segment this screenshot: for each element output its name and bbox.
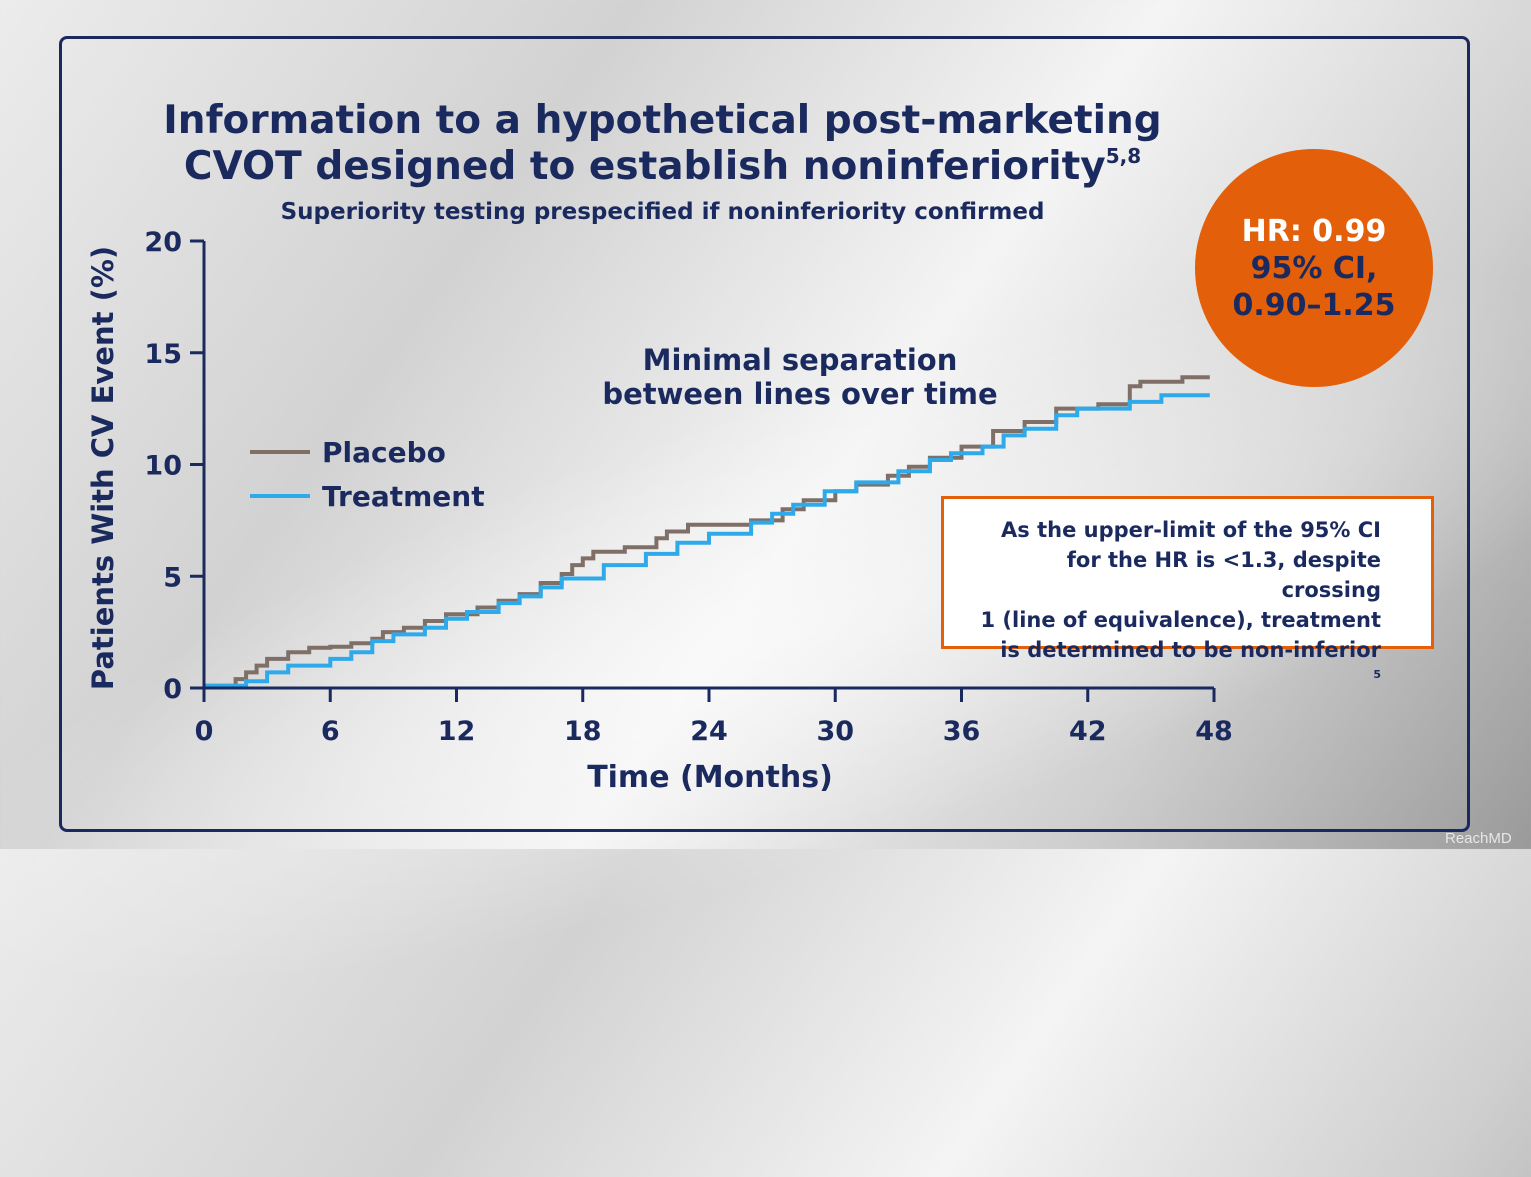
legend-item-treatment: Treatment: [250, 474, 485, 518]
legend-label-placebo: Placebo: [322, 435, 446, 469]
annotation-line-2: between lines over time: [602, 377, 998, 411]
note-line-2: for the HR is <1.3, despite crossing: [1066, 548, 1381, 602]
slide-title: Information to a hypothetical post-marke…: [150, 98, 1175, 190]
hr-ci-range: 0.90–1.25: [1232, 287, 1396, 323]
watermark-logo: ReachMD: [1445, 830, 1512, 847]
note-line-1: As the upper-limit of the 95% CI: [1001, 518, 1381, 542]
x-tick-label: 30: [816, 716, 854, 747]
km-curve-chart: 0 5 10 15 20 0 6 12 18 24 30 36 42 48: [144, 227, 1233, 747]
legend-item-placebo: Placebo: [250, 430, 485, 474]
legend-swatch-treatment: [250, 494, 310, 498]
title-reference-superscript: 5,8: [1105, 144, 1142, 168]
chart-legend: Placebo Treatment: [250, 430, 485, 518]
y-tick-label: 10: [144, 451, 182, 482]
x-tick-label: 24: [690, 716, 728, 747]
slide-subtitle: Superiority testing prespecified if noni…: [280, 199, 1045, 225]
x-tick-label: 36: [943, 716, 981, 747]
x-tick-label: 0: [195, 716, 214, 747]
x-axis-label: Time (Months): [587, 760, 833, 795]
series-line-placebo: [204, 375, 1210, 688]
hazard-ratio-badge: HR: 0.99 95% CI, 0.90–1.25: [1195, 149, 1433, 387]
legend-swatch-placebo: [250, 450, 310, 454]
separation-annotation: Minimal separation between lines over ti…: [560, 343, 1040, 411]
y-tick-label: 20: [144, 227, 182, 258]
annotation-line-1: Minimal separation: [642, 343, 958, 377]
note-line-4: is determined to be non-inferior 5: [964, 635, 1381, 695]
x-tick-label: 6: [321, 716, 340, 747]
hr-ci-label: 95% CI,: [1250, 250, 1378, 286]
title-line-1: Information to a hypothetical post-marke…: [163, 98, 1162, 143]
note-line-4-text: is determined to be non-inferior: [1000, 638, 1381, 662]
x-tick-label: 12: [438, 716, 476, 747]
x-tick-label: 18: [564, 716, 602, 747]
y-tick-label: 0: [163, 674, 182, 705]
x-tick-label: 42: [1069, 716, 1107, 747]
hr-value: HR: 0.99: [1241, 213, 1387, 249]
y-tick-label: 5: [163, 562, 182, 593]
note-reference-superscript: 5: [1373, 668, 1381, 681]
legend-label-treatment: Treatment: [322, 479, 485, 513]
title-line-2-text: CVOT designed to establish noninferiorit…: [183, 144, 1106, 189]
y-tick-label: 15: [144, 339, 182, 370]
series-line-treatment: [204, 393, 1210, 688]
title-line-2: CVOT designed to establish noninferiorit…: [150, 144, 1175, 190]
noninferiority-note-box: As the upper-limit of the 95% CI for the…: [941, 496, 1434, 680]
slide-frame: [59, 36, 1470, 832]
x-tick-label: 48: [1195, 716, 1233, 747]
note-line-3: 1 (line of equivalence), treatment: [980, 608, 1381, 632]
